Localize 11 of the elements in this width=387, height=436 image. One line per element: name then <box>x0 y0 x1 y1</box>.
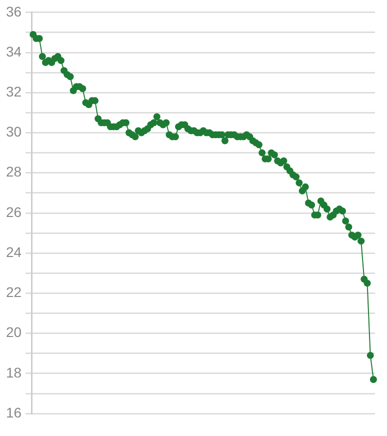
y-tick-label: 22 <box>6 284 22 300</box>
y-tick-label: 18 <box>6 364 22 380</box>
y-tick-label: 28 <box>6 164 22 180</box>
y-tick-label: 26 <box>6 204 22 220</box>
y-tick-label: 30 <box>6 124 22 140</box>
y-tick-label: 36 <box>6 3 22 20</box>
y-tick-label: 16 <box>6 404 22 420</box>
y-tick-label: 20 <box>6 324 22 340</box>
y-tick-label: 32 <box>6 84 22 100</box>
y-tick-label: 24 <box>6 244 22 260</box>
y-tick-label: 34 <box>6 43 22 60</box>
